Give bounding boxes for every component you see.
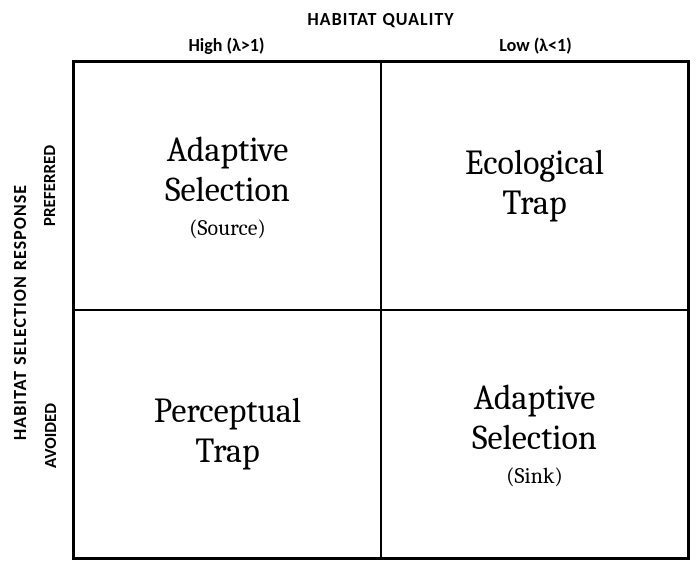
cell-title: Adaptive Selection	[165, 130, 290, 210]
column-headers: High (λ>1) Low (λ<1)	[72, 34, 690, 56]
cell-adaptive-sink: Adaptive Selection (Sink)	[381, 310, 688, 558]
axis-left-title: HABITAT SELECTION RESPONSE	[8, 60, 32, 563]
column-header-high: High (λ>1)	[72, 34, 381, 56]
cell-title: Ecological Trap	[465, 143, 604, 223]
row-header-avoided-text: AVOIDED	[40, 403, 61, 468]
cell-title-line2: Selection	[165, 170, 290, 210]
matrix-2x2: Adaptive Selection (Source) Ecological T…	[72, 60, 690, 560]
cell-title: Perceptual Trap	[154, 391, 301, 471]
row-headers: PREFERRED AVOIDED	[36, 60, 64, 560]
cell-ecological-trap: Ecological Trap	[381, 62, 688, 310]
axis-top-title: HABITAT QUALITY	[72, 8, 690, 30]
cell-subtitle: (Source)	[189, 216, 266, 242]
cell-title-line1: Adaptive	[474, 378, 596, 418]
row-header-preferred-text: PREFERRED	[40, 144, 61, 225]
diagram-stage: HABITAT QUALITY High (λ>1) Low (λ<1) HAB…	[0, 0, 700, 573]
cell-title-line2: Selection	[472, 418, 597, 458]
cell-subtitle: (Sink)	[506, 464, 563, 490]
cell-adaptive-source: Adaptive Selection (Source)	[74, 62, 381, 310]
cell-title-line2: Trap	[502, 183, 566, 223]
axis-left-title-text: HABITAT SELECTION RESPONSE	[9, 183, 31, 439]
cell-title-line2: Trap	[195, 431, 259, 471]
cell-perceptual-trap: Perceptual Trap	[74, 310, 381, 558]
row-header-preferred: PREFERRED	[36, 60, 64, 310]
column-header-low: Low (λ<1)	[381, 34, 690, 56]
row-header-avoided: AVOIDED	[36, 310, 64, 560]
cell-title-line1: Perceptual	[154, 391, 301, 431]
cell-title-line1: Ecological	[465, 143, 604, 183]
cell-title-line1: Adaptive	[167, 130, 289, 170]
cell-title: Adaptive Selection	[472, 378, 597, 458]
